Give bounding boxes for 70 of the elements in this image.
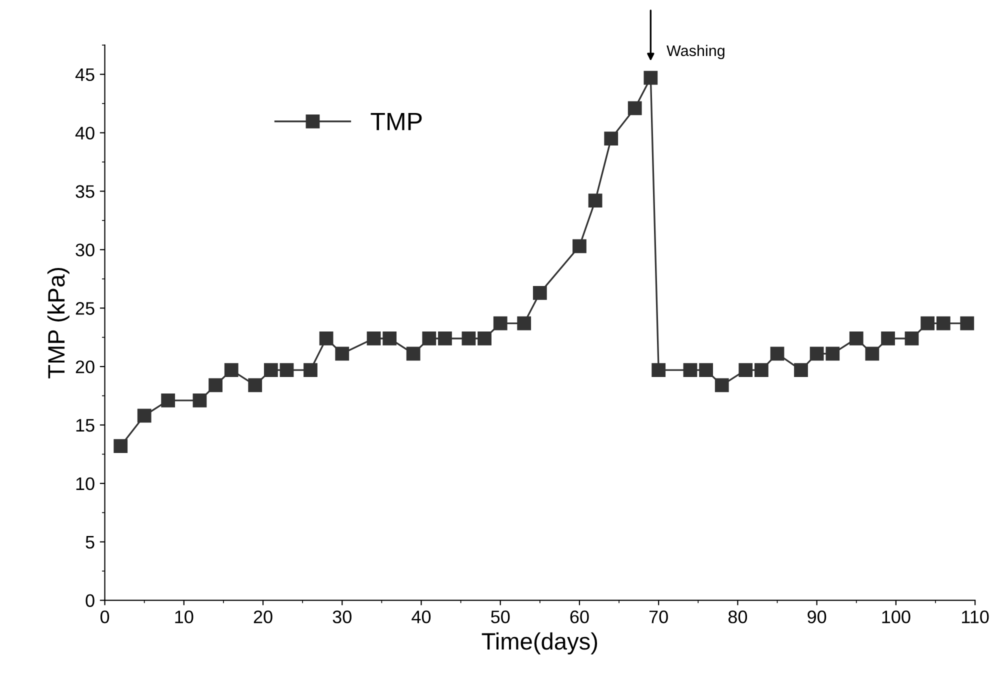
point: [714, 378, 729, 392]
point: [881, 332, 895, 346]
point: [438, 332, 452, 346]
y-tick-label: 35: [76, 185, 94, 198]
point: [770, 346, 784, 361]
y-tick-label: 40: [75, 126, 94, 140]
x-tick-label: 80: [728, 610, 748, 624]
x-tick-label: 30: [332, 610, 352, 624]
x-tick-label: 50: [491, 610, 510, 624]
point: [644, 70, 658, 85]
annotation: Washing: [666, 44, 724, 60]
point: [224, 363, 238, 377]
x-tick-label: 40: [412, 610, 431, 624]
point: [683, 363, 698, 377]
x-axis-title: Time(days): [482, 632, 598, 654]
y-tick-label: 0: [86, 594, 94, 608]
point: [137, 408, 152, 423]
point: [738, 363, 753, 377]
point: [406, 346, 420, 361]
point: [264, 363, 278, 377]
point: [936, 316, 950, 330]
point: [280, 363, 294, 377]
point: [161, 393, 176, 408]
point: [826, 346, 840, 361]
y-tick-label: 5: [86, 536, 94, 549]
point: [422, 332, 436, 346]
legend-label: TMP: [370, 112, 422, 130]
point: [319, 332, 334, 346]
point: [208, 378, 222, 392]
x-tick-label: 10: [175, 610, 194, 624]
point: [248, 378, 262, 392]
point: [652, 363, 666, 377]
point: [304, 363, 318, 377]
point: [794, 363, 808, 377]
point: [604, 132, 618, 146]
x-tick-label: 100: [882, 610, 910, 624]
point: [920, 316, 935, 330]
point: [114, 439, 128, 453]
point: [849, 332, 864, 346]
x-tick-label: 20: [254, 610, 272, 624]
x-tick-label: 70: [649, 610, 668, 624]
x-tick-label: 0: [100, 610, 110, 624]
point: [517, 316, 532, 330]
point: [192, 393, 207, 408]
point: [699, 363, 714, 377]
point: [462, 332, 476, 346]
y-tick-label: 20: [76, 360, 94, 374]
point: [335, 346, 350, 361]
y-tick-label: 30: [76, 244, 94, 256]
point: [366, 332, 381, 346]
point: [382, 332, 397, 346]
point: [588, 194, 602, 208]
y-tick-label: 10: [76, 477, 94, 490]
y-tick-label: 25: [76, 302, 94, 315]
y-axis-title: TMP (kPa): [47, 268, 70, 378]
y-tick-label: 15: [76, 419, 94, 432]
point: [532, 286, 547, 300]
point: [960, 316, 974, 330]
point: [478, 332, 492, 346]
point: [865, 346, 880, 361]
point: [904, 332, 919, 346]
point: [493, 316, 508, 330]
point: [810, 346, 824, 361]
y-tick-label: 45: [75, 68, 94, 82]
point: [572, 239, 586, 254]
x-tick-label: 110: [962, 610, 989, 624]
x-tick-label: 60: [570, 610, 589, 624]
point: [628, 101, 642, 116]
x-tick-label: 90: [808, 610, 826, 624]
point: [754, 363, 768, 377]
